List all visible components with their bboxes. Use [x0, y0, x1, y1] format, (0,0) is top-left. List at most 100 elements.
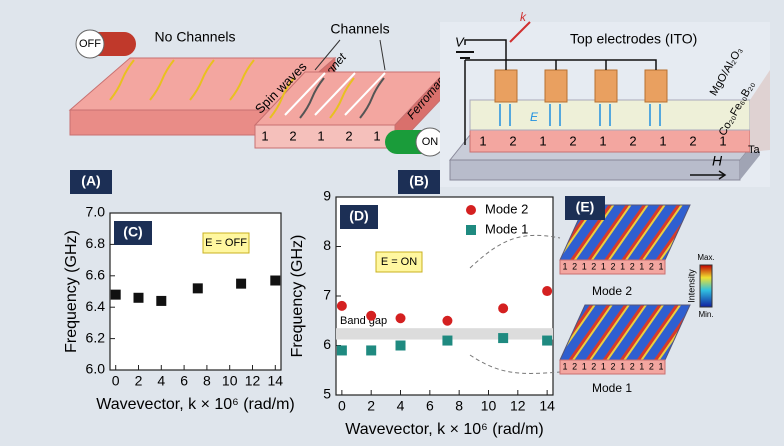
strip-label: 1 — [601, 261, 606, 271]
legend-marker — [466, 225, 476, 235]
point — [442, 315, 453, 326]
switch-label: OFF — [79, 38, 101, 50]
x-tick-label: 4 — [397, 398, 405, 414]
strip-label: 2 — [610, 361, 615, 371]
panel-label: (A) — [81, 173, 100, 189]
strip-label: 1 — [620, 261, 625, 271]
panel-title: No Channels — [155, 29, 236, 45]
x-tick-label: 14 — [539, 398, 555, 414]
colorbar-min: Min. — [698, 310, 713, 319]
legend-label: Mode 2 — [485, 201, 528, 216]
point — [542, 286, 553, 297]
strip-label: 1 — [599, 133, 606, 148]
strip-label: 2 — [649, 361, 654, 371]
band-gap-label: Band gap — [340, 315, 387, 327]
y-axis-label: Frequency (GHz) — [289, 235, 306, 358]
y-tick-label: 6.4 — [86, 298, 106, 314]
y-tick-label: 9 — [323, 188, 331, 204]
panel-tag — [114, 221, 152, 245]
point — [270, 275, 281, 286]
x-tick-label: 0 — [338, 398, 346, 414]
strip-label: 2 — [629, 133, 636, 148]
point — [236, 278, 247, 289]
x-tick-label: 4 — [157, 373, 165, 389]
strip-label: 1 — [601, 361, 606, 371]
strip-label: 2 — [630, 361, 635, 371]
strip-label: 1 — [719, 133, 726, 148]
x-tick-label: 8 — [455, 398, 463, 414]
legend-label: Mode 1 — [485, 221, 528, 236]
strip-label: 1 — [562, 361, 567, 371]
point — [133, 292, 144, 303]
y-tick-label: 6.0 — [86, 361, 106, 377]
x-tick-label: 6 — [426, 398, 434, 414]
charts: 6.06.26.46.66.87.00 2 4 6 8 10 12 14Wavevector,… — [63, 188, 555, 439]
annotation-box — [202, 232, 250, 254]
point — [110, 289, 121, 300]
electrodes-label: Top electrodes (ITO) — [570, 31, 697, 47]
annotation: E = ON — [381, 256, 417, 268]
switch-label: ON — [422, 136, 439, 148]
strip-label: 2 — [572, 261, 577, 271]
strip-labels: 1 2 1 2 1 — [261, 128, 380, 143]
x-tick-label: 10 — [481, 398, 497, 414]
panel-label: (D) — [349, 208, 368, 224]
strip-label: 1 — [658, 361, 663, 371]
point — [498, 303, 509, 314]
y-tick-label: 6.6 — [86, 267, 106, 283]
x-axis-label: Wavevector, k × 10⁶ (rad/m) — [345, 421, 544, 438]
panel-tag — [340, 205, 378, 229]
point — [156, 295, 167, 306]
y-tick-label: 7 — [323, 287, 331, 303]
x-tick-label: 6 — [180, 373, 188, 389]
strip-label: 1 — [373, 128, 380, 143]
strip-label: 2 — [569, 133, 576, 148]
strip-label: 2 — [345, 128, 352, 143]
colorbar-title: Intensity — [686, 269, 696, 303]
strip-label: 2 — [572, 361, 577, 371]
strip-label: 2 — [591, 361, 596, 371]
x-tick-label: 8 — [203, 373, 211, 389]
strip-label: 1 — [562, 261, 567, 271]
y-tick-label: 6 — [323, 336, 331, 352]
strip-label: 2 — [630, 261, 635, 271]
panel-label: (B) — [409, 173, 428, 189]
x-axis-label: Wavevector, k × 10⁶ (rad/m) — [96, 396, 295, 413]
point — [498, 333, 509, 344]
substrate-label: Ta — [748, 144, 761, 156]
device: V k Top electrodes (ITO) MgO/Al₂O₃ Co₂₀F… — [440, 10, 770, 187]
point — [366, 345, 377, 356]
x-tick-label: 2 — [135, 373, 143, 389]
panel-title: Channels — [330, 21, 389, 37]
point — [395, 340, 406, 351]
y-tick-label: 5 — [323, 386, 331, 402]
x-tick-label: 14 — [268, 373, 284, 389]
y-axis-label: Frequency (GHz) — [63, 230, 80, 353]
point — [336, 300, 347, 311]
voltage-label: V — [455, 34, 465, 49]
strip-label: 2 — [591, 261, 596, 271]
point — [542, 335, 553, 346]
band-gap — [336, 328, 553, 340]
x-tick-label: 12 — [245, 373, 261, 389]
y-tick-label: 6.2 — [86, 329, 106, 345]
strip-labels: 1 2 1 2 1 2 1 2 1 — [479, 133, 726, 148]
connector — [469, 354, 561, 374]
wavevector-label: k — [520, 10, 527, 24]
strip-label: 1 — [659, 133, 666, 148]
strip-label: 1 — [317, 128, 324, 143]
strip-label: 1 — [582, 261, 587, 271]
strip-label: 1 — [658, 261, 663, 271]
panel-label: (C) — [123, 224, 142, 240]
strip-label: 2 — [610, 261, 615, 271]
legend-marker — [466, 205, 476, 215]
strip-label: 2 — [689, 133, 696, 148]
annotation: E = OFF — [205, 237, 247, 249]
field-h-label: H — [712, 153, 723, 169]
point — [442, 335, 453, 346]
